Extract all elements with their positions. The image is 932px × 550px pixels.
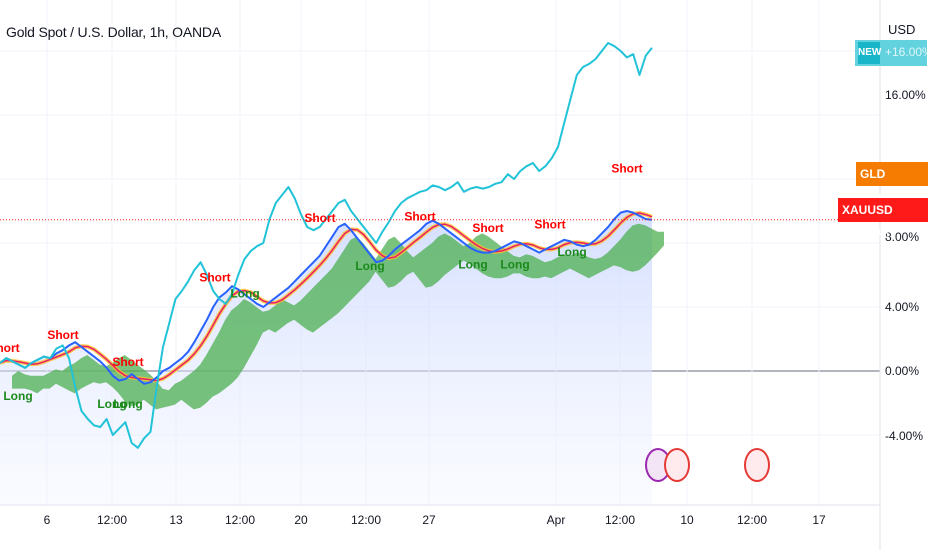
x-tick-1200-b: 12:00 bbox=[224, 513, 256, 527]
y-tick-0: 0.00% bbox=[885, 364, 920, 378]
gld-label: GLD bbox=[860, 167, 886, 181]
moving-average-pink bbox=[0, 212, 653, 382]
new-label: NEW bbox=[858, 42, 881, 64]
xauusd-label: XAUUSD bbox=[842, 203, 893, 217]
y-tick-minus4: -4.00% bbox=[885, 429, 924, 443]
x-tick-1200-a: 12:00 bbox=[96, 513, 128, 527]
x-tick-10: 10 bbox=[680, 513, 694, 527]
x-tick-1200-c: 12:00 bbox=[350, 513, 382, 527]
x-tick-17: 17 bbox=[812, 513, 826, 527]
signal-label-10: Short bbox=[404, 210, 435, 224]
new-value: +16.00% bbox=[885, 45, 932, 59]
signal-label-6: Short bbox=[112, 355, 143, 369]
price-area-fill bbox=[0, 211, 652, 505]
y-tick-16: 16.00% bbox=[885, 88, 926, 102]
x-tick-13: 13 bbox=[169, 513, 183, 527]
us-flag-event-icon-2[interactable] bbox=[744, 448, 770, 482]
signal-label-1: Short bbox=[47, 328, 78, 342]
x-tick-1200-e: 12:00 bbox=[736, 513, 768, 527]
x-tick-apr: Apr bbox=[546, 513, 566, 527]
signal-label-7: Long bbox=[230, 286, 259, 300]
new-price-badge[interactable]: NEW +16.00% bbox=[855, 40, 932, 66]
x-tick-1200-d: 12:00 bbox=[604, 513, 636, 527]
x-tick-20: 20 bbox=[294, 513, 308, 527]
signal-label-16: Short bbox=[611, 162, 642, 176]
xauusd-badge[interactable]: XAUUSD +9.45% bbox=[838, 198, 928, 241]
y-tick-4: 4.00% bbox=[885, 300, 920, 314]
signal-label-13: Long bbox=[500, 258, 529, 272]
us-flag-event-icon[interactable] bbox=[664, 448, 690, 482]
chart-title: Gold Spot / U.S. Dollar, 1h, OANDA bbox=[6, 24, 221, 40]
signal-label-3: Short bbox=[199, 270, 230, 284]
series-line-new bbox=[0, 42, 653, 449]
signal-label-14: Short bbox=[534, 218, 565, 232]
x-tick-27: 27 bbox=[422, 513, 436, 527]
xauusd-value: +9.45% bbox=[848, 227, 890, 241]
signal-label-9: Long bbox=[355, 259, 384, 273]
signal-label-4: Long bbox=[113, 397, 142, 411]
signal-label-2: Long bbox=[3, 389, 32, 403]
signal-label-11: Long bbox=[458, 258, 487, 272]
y-tick-8: 8.00% bbox=[885, 230, 920, 244]
signal-label-12: Short bbox=[472, 221, 503, 235]
series-line-xauusd bbox=[0, 210, 653, 385]
gld-badge[interactable]: GLD +9.56% bbox=[856, 162, 928, 205]
ichimoku-cloud bbox=[12, 223, 664, 410]
signal-label-0: Short bbox=[0, 341, 20, 355]
signal-label-15: Long bbox=[557, 245, 586, 259]
signal-label-8: Short bbox=[304, 211, 335, 225]
signal-label-5: Long bbox=[97, 397, 126, 411]
x-tick-6: 6 bbox=[43, 513, 51, 527]
currency-label: USD bbox=[888, 22, 916, 37]
